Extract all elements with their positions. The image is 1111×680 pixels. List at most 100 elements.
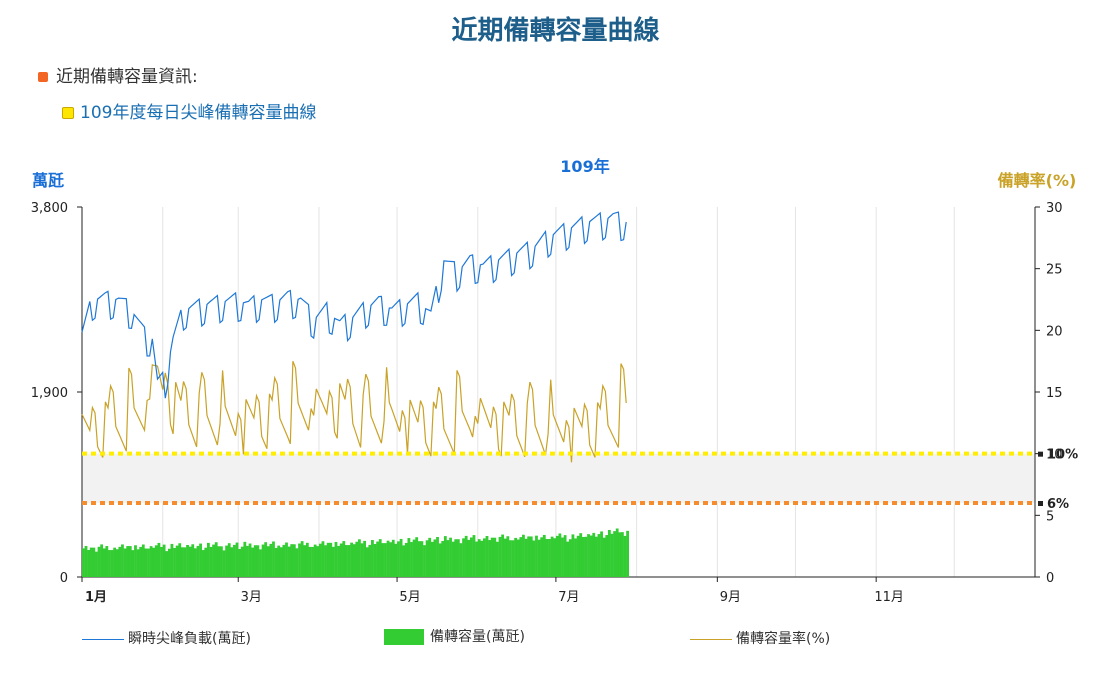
reference-label: 10%: [1047, 448, 1078, 463]
reserve-bar: [469, 537, 473, 577]
reserve-bar: [95, 551, 98, 577]
reserve-bar: [102, 548, 106, 577]
reserve-bar: [404, 542, 408, 577]
reserve-bar: [141, 544, 145, 577]
reserve-bar: [259, 549, 262, 577]
reserve-bar: [180, 547, 184, 577]
reserve-bar: [488, 540, 492, 577]
reserve-bar: [587, 534, 590, 577]
reserve-bar: [522, 534, 525, 577]
reference-marker-0: [1038, 451, 1043, 457]
legend-reserve[interactable]: 備轉容量(萬瓩): [384, 626, 525, 646]
reserve-bar: [123, 548, 127, 577]
reserve-bar: [623, 535, 627, 577]
reserve-bar: [131, 550, 135, 577]
reserve-bar: [555, 535, 559, 577]
reserve-bar: [527, 536, 531, 577]
reserve-bar: [373, 543, 377, 577]
reserve-bar: [303, 545, 307, 577]
yearly-curve-link[interactable]: 109年度每日尖峰備轉容量曲線: [62, 98, 316, 123]
reserve-bar: [496, 541, 499, 577]
load-legend-swatch: [82, 638, 124, 640]
reserve-bar: [233, 544, 236, 577]
reserve-bar: [501, 534, 505, 577]
reserve-bar: [368, 544, 372, 577]
left-tick-label: 0: [60, 571, 68, 586]
reserve-bar: [170, 543, 174, 577]
reserve-bar: [412, 539, 416, 577]
legend-load[interactable]: 瞬時尖峰負載(萬瓩): [82, 628, 251, 648]
reserve-bar: [152, 547, 156, 577]
reserve-bar: [167, 548, 171, 577]
reserve-bar: [235, 542, 239, 577]
right-axis-title: 備轉率(%): [998, 171, 1077, 190]
reserve-bar: [620, 532, 624, 577]
right-tick-label: 20: [1046, 324, 1063, 339]
reserve-bar: [282, 544, 286, 577]
reserve-bar: [105, 546, 109, 577]
reference-label: 6%: [1047, 497, 1069, 512]
orange-bullet-icon: [38, 72, 48, 82]
reserve-bar: [493, 537, 497, 577]
info-label: 近期備轉容量資訊:: [56, 67, 198, 87]
reserve-bar: [157, 542, 161, 577]
left-tick-label: 1,900: [31, 386, 68, 401]
reserve-bar: [394, 543, 398, 577]
reserve-bar: [321, 541, 325, 577]
reserve-bar: [290, 544, 294, 577]
reserve-bar: [428, 537, 432, 577]
reserve-bar: [277, 545, 281, 577]
reserve-bar: [126, 546, 130, 577]
reserve-bar: [456, 539, 460, 577]
reserve-bar: [191, 544, 195, 577]
reserve-bar: [92, 547, 96, 577]
reserve-bar: [436, 536, 439, 577]
reserve-bar: [615, 528, 619, 577]
reserve-bar: [121, 544, 124, 577]
right-tick-label: 0: [1046, 571, 1054, 586]
reserve-bar: [222, 550, 226, 577]
right-tick-label: 10: [1046, 448, 1063, 463]
reserve-bar: [443, 536, 447, 577]
x-tick-label: 9月: [720, 590, 741, 605]
reserve-bar: [475, 541, 478, 577]
legend-load-label: 瞬時尖峰負載(萬瓩): [128, 631, 251, 647]
reserve-bar: [347, 545, 351, 577]
reserve-bar: [449, 537, 452, 577]
reserve-bar: [334, 541, 338, 577]
reserve-bar: [542, 534, 546, 577]
reserve-bar: [308, 546, 312, 577]
reserve-bar: [295, 548, 299, 577]
right-tick-label: 5: [1046, 509, 1054, 524]
legend-reserve-label: 備轉容量(萬瓩): [430, 629, 525, 645]
reserve-rate-line: [81, 360, 627, 463]
reserve-bar: [503, 538, 507, 577]
x-tick-label: 7月: [558, 590, 579, 605]
reserve-bar: [516, 539, 520, 577]
reserve-bar: [613, 531, 616, 577]
reserve-bar: [352, 544, 356, 577]
reserve-bar: [358, 539, 361, 577]
rate-legend-swatch: [690, 638, 732, 640]
reserve-bar: [610, 533, 614, 577]
reserve-bar: [324, 545, 327, 577]
reserve-bar: [420, 541, 424, 577]
reserve-bar: [162, 544, 166, 577]
reserve-bar: [209, 546, 213, 577]
reserve-bar: [397, 541, 400, 577]
legend-rate[interactable]: 備轉容量率(%): [690, 628, 830, 648]
reserve-bar: [300, 541, 304, 577]
reserve-bar: [490, 537, 494, 577]
reserve-bar: [175, 545, 179, 577]
reserve-bar: [485, 536, 489, 577]
reserve-bar: [626, 530, 630, 577]
reserve-bar: [97, 546, 101, 577]
reserve-bar: [147, 548, 150, 577]
reserve-bar: [339, 543, 343, 577]
reserve-bar: [206, 542, 210, 577]
reserve-bar: [558, 533, 562, 577]
chart-year-title: 109年: [560, 157, 609, 176]
reserve-bar: [199, 543, 202, 577]
reserve-bar: [248, 543, 252, 577]
reserve-bar: [584, 536, 588, 577]
